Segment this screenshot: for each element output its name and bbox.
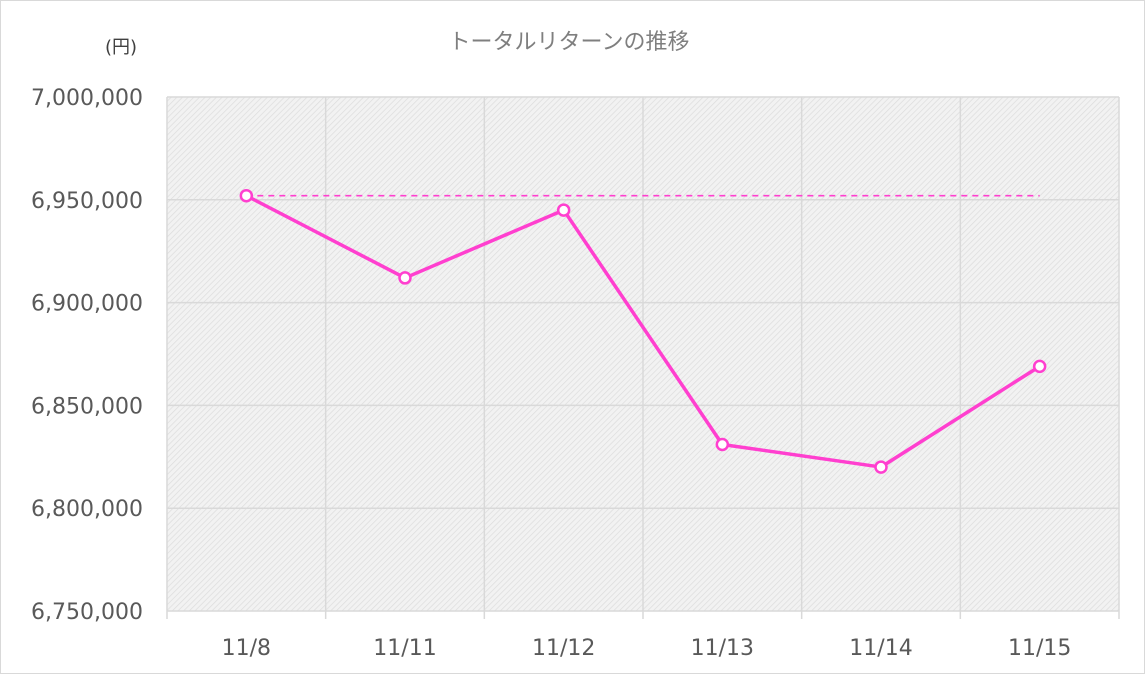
y-tick-label: 6,750,000 [31,600,143,625]
y-tick-label: 6,800,000 [31,497,143,522]
x-tick-label: 11/14 [849,636,912,661]
x-tick-label: 11/15 [1008,636,1071,661]
y-tick-label: 7,000,000 [31,86,143,111]
y-tick-label: 6,850,000 [31,394,143,419]
data-point [874,460,888,474]
y-tick-label: 6,950,000 [31,189,143,214]
x-tick-label: 11/11 [373,636,436,661]
y-unit-label: (円) [105,37,137,58]
data-point [715,437,730,452]
data-point [556,203,571,217]
data-point [398,271,412,285]
data-point [1032,359,1047,374]
chart-title: トータルリターンの推移 [449,30,690,55]
x-tick-label: 11/8 [222,636,271,661]
y-tick-label: 6,900,000 [31,292,143,317]
x-tick-label: 11/13 [691,636,754,661]
x-tick-label: 11/12 [532,636,595,661]
data-point [239,188,254,203]
series-line [245,194,1041,469]
